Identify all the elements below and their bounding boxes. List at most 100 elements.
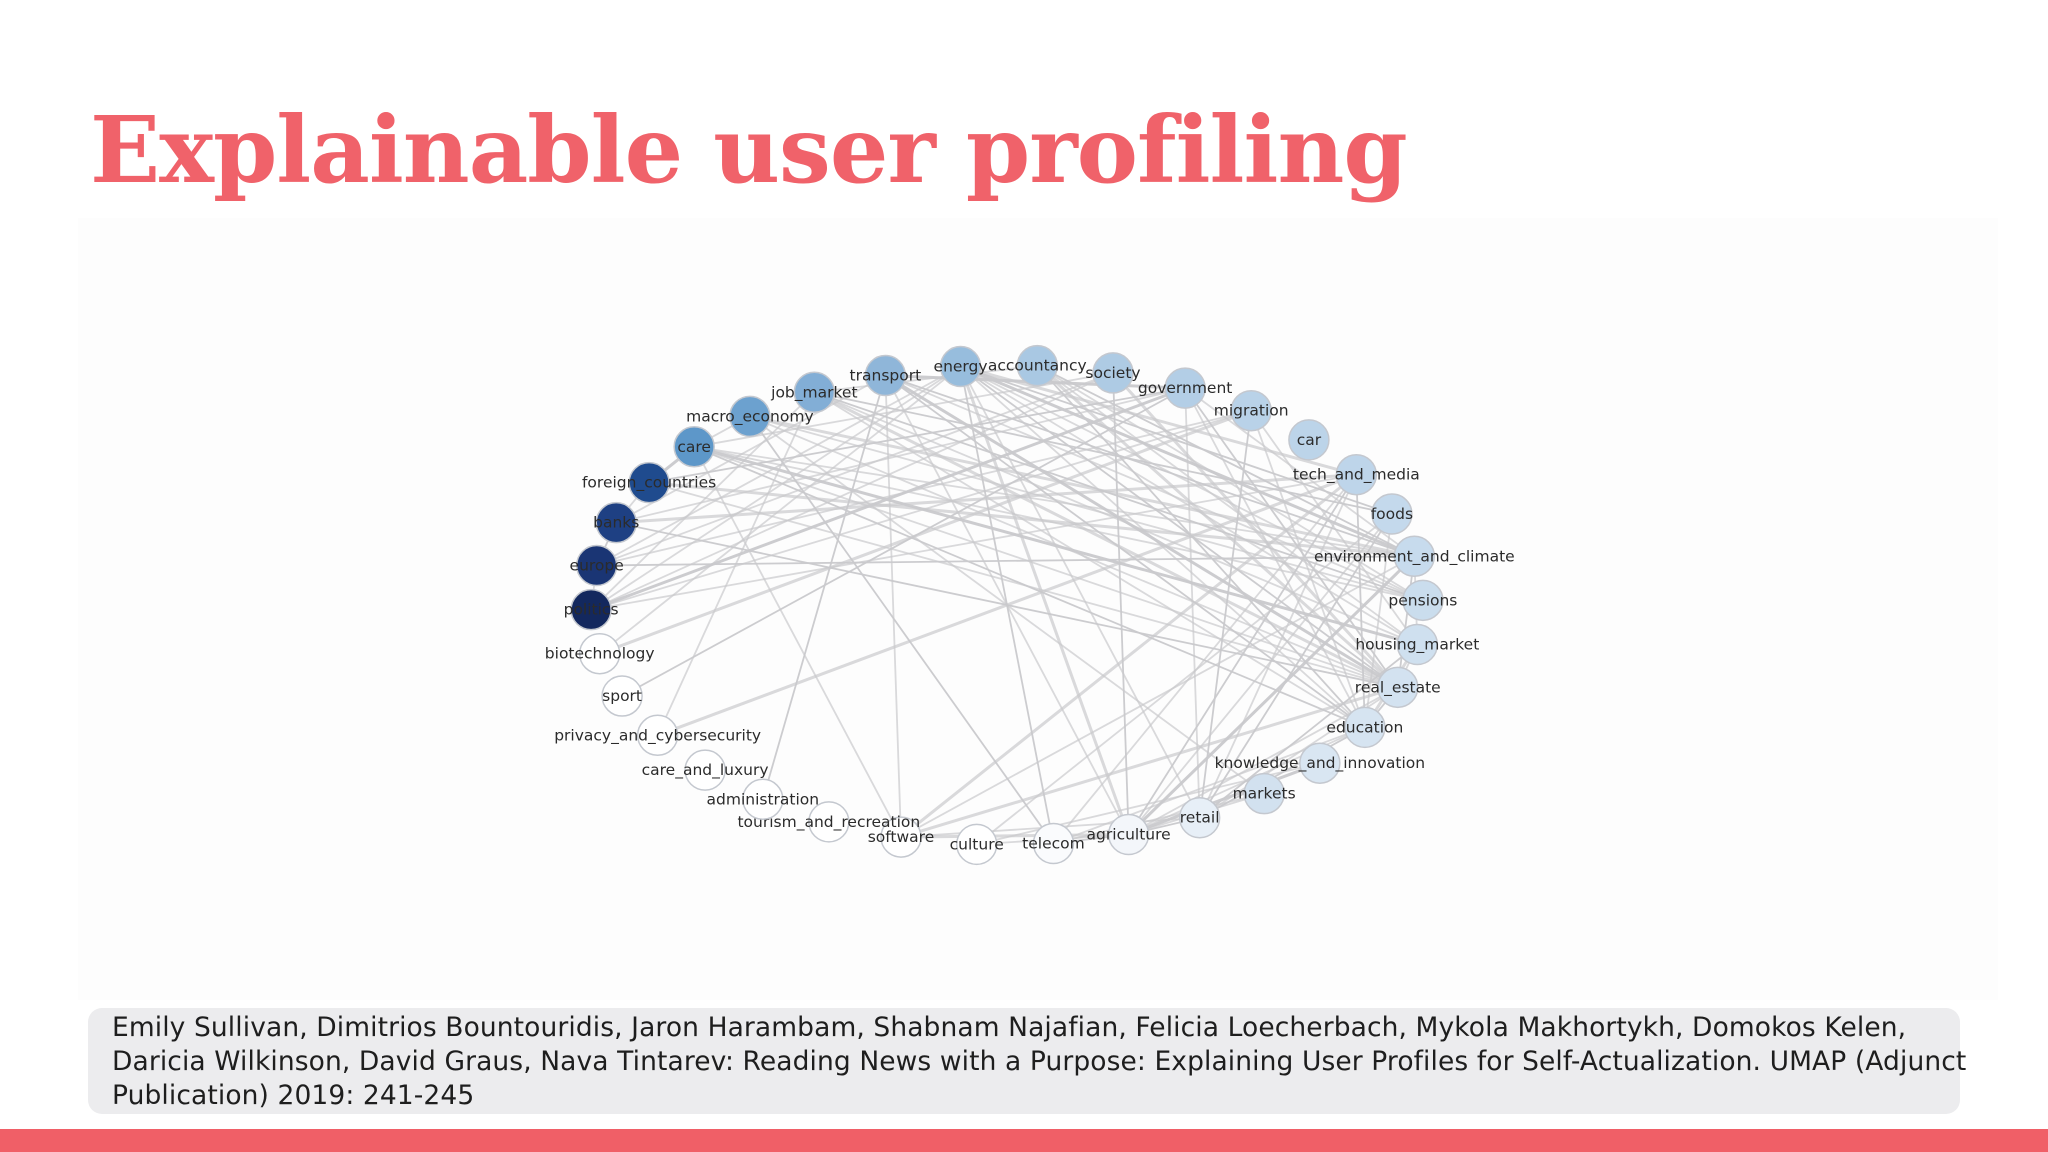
node-label-accountancy: accountancy [988,357,1087,375]
edge-macro_economy-environment_and_climate [749,414,1415,558]
edge-government-education [1184,387,1366,728]
node-environment_and_climate: environment_and_climate [1314,535,1515,578]
edge-banks-government [616,387,1186,524]
node-politics: politics [564,588,619,631]
node-pensions: pensions [1388,579,1457,622]
edge-knowledge_and_innovation-agriculture [1128,761,1321,836]
node-circle-retail [1178,796,1221,839]
edge-environment_and_climate-software [900,555,1415,838]
node-label-software: software [868,828,935,846]
node-label-foreign_countries: foreign_countries [582,474,716,493]
edge-accountancy-job_market [814,364,1038,394]
node-circle-politics [570,588,612,631]
node-circle-privacy_and_cybersecurity [636,714,679,757]
node-label-europe: europe [570,557,624,575]
node-label-environment_and_climate: environment_and_climate [1314,547,1515,566]
node-markets: markets [1233,772,1296,815]
node-circle-migration [1230,389,1272,432]
node-circle-knowledge_and_innovation [1299,742,1341,784]
node-circle-foods [1371,493,1413,535]
node-circle-banks [595,501,637,544]
node-software: software [868,816,935,858]
node-circle-environment_and_climate [1393,535,1436,578]
node-macro_economy: macro_economy [686,395,814,438]
node-circle-education [1344,706,1386,749]
node-sport: sport [601,675,643,717]
citation-line-1: Emily Sullivan, Dimitrios Bountouridis, … [112,1012,1907,1043]
node-label-macro_economy: macro_economy [686,407,814,426]
node-circle-foreign_countries [628,461,670,504]
citation-line-3: Publication) 2019: 241-245 [112,1080,475,1111]
node-label-banks: banks [593,514,639,532]
edge-society-agriculture [1112,372,1130,835]
node-circle-macro_economy [729,395,771,438]
edge-real_estate-software [900,685,1399,839]
edge-care-environment_and_climate [694,445,1415,558]
edge-government-environment_and_climate [1184,387,1415,558]
citation-line-2: Daricia Wilkinson, David Graus, Nava Tin… [112,1046,1967,1077]
edge-politics-government [590,386,1186,612]
edge-banks-tech_and_media [616,473,1357,525]
node-label-housing_market: housing_market [1355,635,1479,654]
edge-accountancy-housing_market [1036,364,1418,646]
node-circle-job_market [793,371,836,414]
graph-nodes: transport energy accountancysocietygovernm… [545,344,1515,866]
node-label-transport: transport [850,366,922,384]
edge-job_market-real_estate [813,390,1399,689]
node-telecom: telecom [1022,822,1085,865]
edge-biotechnology-energy [599,365,962,655]
edge-accountancy-education [1036,365,1366,728]
edge-energy-retail [959,366,1201,819]
edge-foreign_countries-real_estate [648,481,1399,689]
edge-foreign_countries-environment_and_climate [648,481,1415,558]
edge-society-real_estate [1111,371,1399,689]
edge-energy-europe [596,365,961,567]
node-label-sport: sport [602,687,642,705]
node-label-tourism_and_recreation: tourism_and_recreation [737,813,920,832]
network-graph-svg: transport energy accountancysocietygovernm… [545,344,1515,866]
edge-europe-migration [596,409,1252,567]
edge-administration-transport [761,375,887,800]
node-banks: banks [593,501,639,544]
edge-government-retail [1184,388,1201,818]
edge-biotechnology-migration [599,409,1252,656]
node-label-culture: culture [950,835,1004,853]
edge-sport-government [621,387,1186,697]
node-label-markets: markets [1233,785,1296,803]
edge-migration-retail [1198,410,1253,818]
edge-job_market-foods [814,391,1393,515]
node-circle-markets [1243,772,1285,815]
graph-edges [590,364,1424,846]
edge-foods-agriculture [1127,513,1393,836]
node-culture: culture [950,823,1004,866]
edge-energy-real_estate [960,365,1399,689]
edge-energy-tech_and_media [960,365,1357,477]
edge-software-care [693,446,902,838]
edge-care-real_estate [693,445,1399,689]
node-label-pensions: pensions [1388,591,1457,609]
node-circle-telecom [1032,822,1075,865]
node-circle-europe [575,544,618,587]
edge-transport-education [884,374,1366,729]
edge-agriculture-software [900,833,1129,839]
edge-tech_and_media-agriculture [1127,474,1358,835]
node-label-retail: retail [1180,809,1220,827]
node-label-agriculture: agriculture [1087,826,1171,844]
node-government: government [1138,367,1233,409]
node-label-society: society [1085,364,1140,382]
node-foods: foods [1371,493,1413,535]
edge-foods-retail [1198,513,1393,819]
edge-macro_economy-telecom [749,415,1055,845]
node-label-job_market: job_market [770,383,857,402]
node-transport: transport [850,354,922,397]
edge-tech_and_media-software [900,473,1358,839]
node-circle-administration [742,778,784,821]
node-label-government: government [1138,379,1233,397]
edge-macro_economy-pensions [749,415,1424,602]
edge-europe-society [596,372,1114,567]
node-circle-pensions [1402,579,1444,622]
node-accountancy: accountancy [988,344,1087,387]
node-label-foods: foods [1371,505,1413,523]
node-care: care [673,426,715,468]
node-circle-software [880,816,922,858]
